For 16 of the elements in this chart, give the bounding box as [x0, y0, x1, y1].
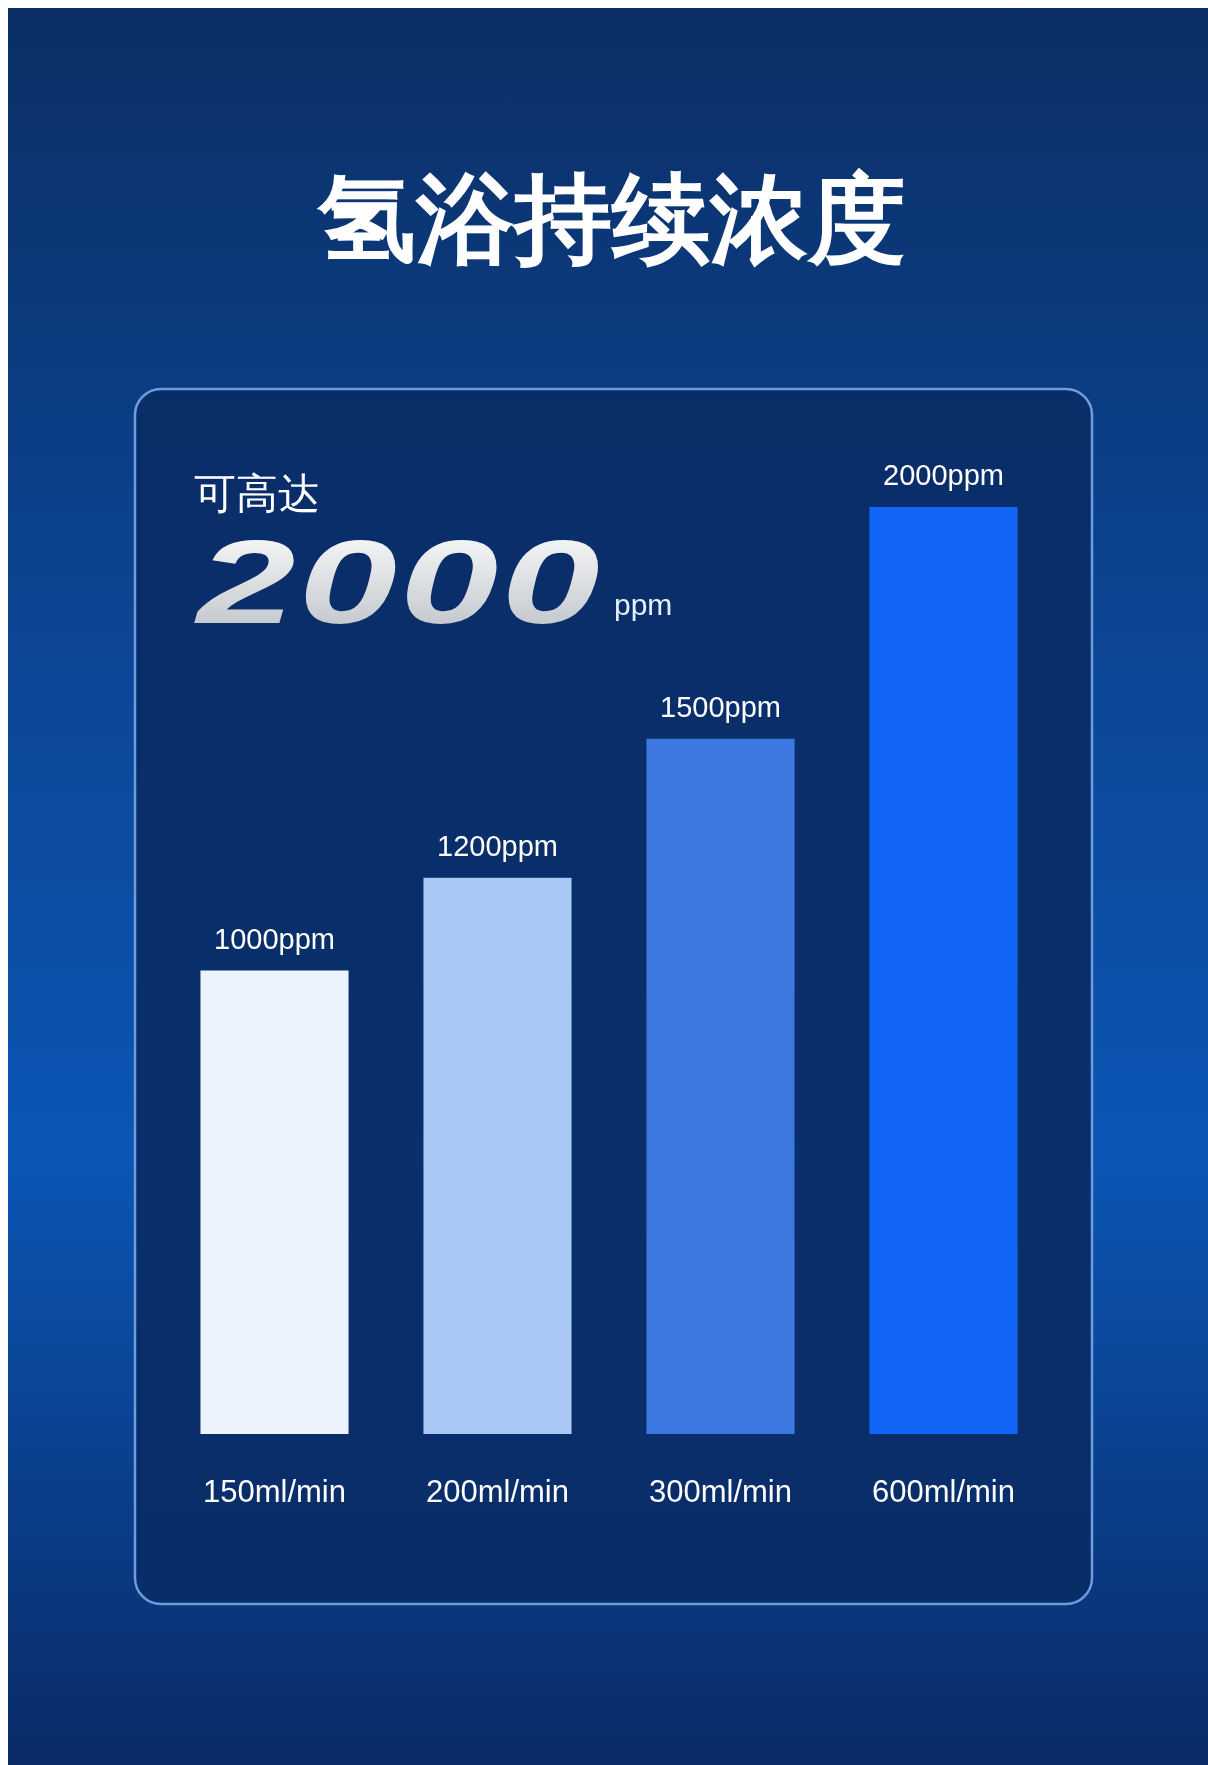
- chart-title: 氢浴持续浓度: [316, 164, 906, 274]
- x-tick-label: 300ml/min: [649, 1474, 792, 1509]
- bar: [646, 738, 795, 1434]
- data-label: 2000ppm: [883, 459, 1004, 491]
- x-tick-label: 600ml/min: [872, 1474, 1015, 1509]
- annotation: 2000: [193, 516, 603, 649]
- bar: [200, 970, 349, 1434]
- x-tick-label: 200ml/min: [426, 1474, 569, 1509]
- x-tick-label: 150ml/min: [203, 1474, 346, 1509]
- bar: [869, 507, 1018, 1434]
- annotation: 可高达: [194, 470, 320, 517]
- data-label: 1000ppm: [214, 922, 335, 955]
- data-label: 1500ppm: [660, 690, 781, 723]
- bar: [423, 877, 572, 1434]
- annotation: ppm: [614, 588, 673, 621]
- data-label: 1200ppm: [437, 829, 558, 862]
